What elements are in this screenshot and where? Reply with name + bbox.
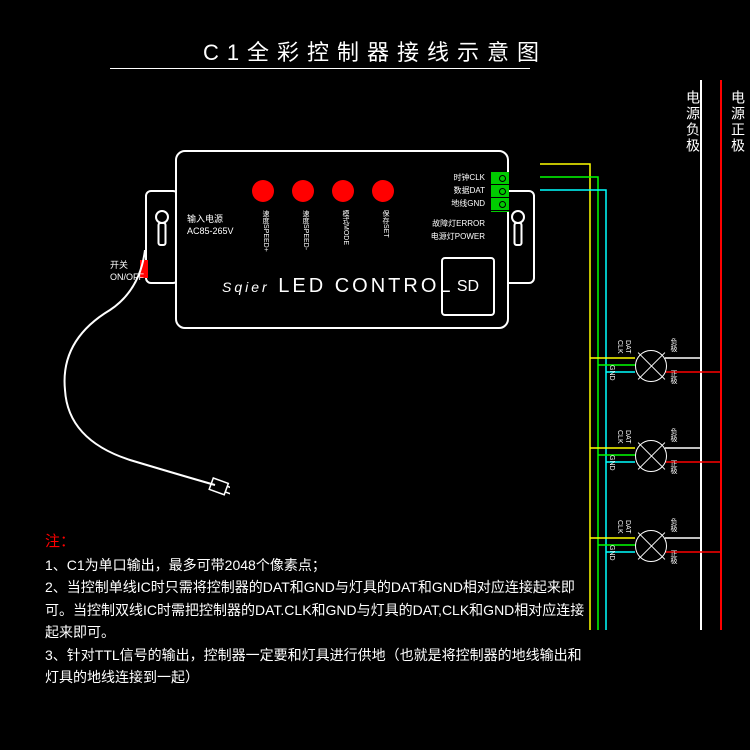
note-line-2: 2、当控制单线IC时只需将控制器的DAT和GND与灯具的DAT和GND相对应连接… bbox=[45, 579, 584, 640]
node3-neg-label: 负极 bbox=[668, 518, 678, 532]
node2-clk-label: CLK bbox=[616, 430, 623, 444]
mode-button bbox=[332, 180, 354, 202]
led-node-2 bbox=[635, 440, 667, 472]
dat-terminal-label: 数据DAT bbox=[454, 185, 485, 196]
gnd-terminal-label: 地线GND bbox=[451, 198, 485, 209]
node3-dat-label: DAT bbox=[624, 520, 631, 533]
set-button bbox=[372, 180, 394, 202]
node1-gnd-label: GND bbox=[608, 365, 615, 381]
node1-neg-label: 负极 bbox=[668, 338, 678, 352]
node3-clk-label: CLK bbox=[616, 520, 623, 534]
speed-plus-label: 速度SPEED+ bbox=[260, 210, 270, 252]
node3-pos-label: 正极 bbox=[668, 550, 678, 564]
diagram-title: C1全彩控制器接线示意图 bbox=[0, 35, 750, 67]
node2-neg-label: 负极 bbox=[668, 428, 678, 442]
brand-text: Sqier LED CONTROL bbox=[222, 275, 454, 298]
sd-card-slot: SD bbox=[441, 257, 495, 316]
note-line-1: 1、C1为单口输出，最多可带2048个像素点； bbox=[45, 557, 326, 573]
speed-minus-label: 速度SPEED- bbox=[300, 210, 310, 250]
power-cable bbox=[50, 250, 230, 500]
led-node-1 bbox=[635, 350, 667, 382]
set-label: 保存SET bbox=[380, 210, 390, 238]
output-terminal-block bbox=[491, 172, 509, 212]
power-led-label: 电源灯POWER bbox=[431, 231, 485, 242]
led-node-3 bbox=[635, 530, 667, 562]
node1-clk-label: CLK bbox=[616, 340, 623, 354]
note-line-3: 3、针对TTL信号的输出，控制器一定要和灯具进行供地（也就是将控制器的地线输出和… bbox=[45, 647, 582, 685]
notes-section: 注： 1、C1为单口输出，最多可带2048个像素点； 2、当控制单线IC时只需将… bbox=[45, 530, 595, 688]
error-led-label: 故障灯ERROR bbox=[432, 218, 485, 229]
node2-gnd-label: GND bbox=[608, 455, 615, 471]
node2-pos-label: 正极 bbox=[668, 460, 678, 474]
mode-label: 模式MODE bbox=[340, 210, 350, 245]
node2-dat-label: DAT bbox=[624, 430, 631, 443]
node1-dat-label: DAT bbox=[624, 340, 631, 353]
clk-terminal-label: 时钟CLK bbox=[453, 172, 485, 183]
node3-gnd-label: GND bbox=[608, 545, 615, 561]
title-underline bbox=[110, 68, 530, 69]
power-input-label: 输入电源 AC85-265V bbox=[187, 214, 234, 237]
speed-plus-button bbox=[252, 180, 274, 202]
notes-title: 注： bbox=[45, 533, 75, 550]
speed-minus-button bbox=[292, 180, 314, 202]
node1-pos-label: 正极 bbox=[668, 370, 678, 384]
